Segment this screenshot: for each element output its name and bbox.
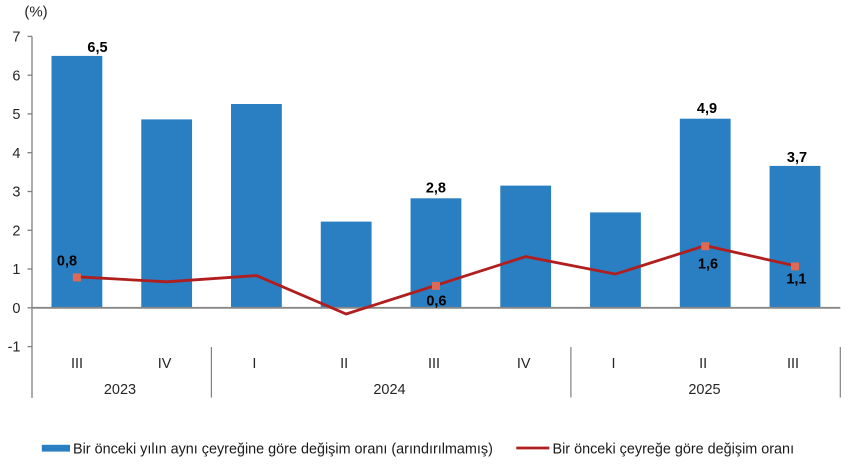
svg-text:III: III xyxy=(71,356,83,372)
svg-text:7: 7 xyxy=(12,30,20,46)
svg-text:(%): (%) xyxy=(24,4,47,21)
svg-text:0,8: 0,8 xyxy=(57,254,77,270)
svg-text:IV: IV xyxy=(517,356,531,372)
svg-text:III: III xyxy=(787,356,799,372)
svg-text:Bir önceki yılın aynı çeyreğin: Bir önceki yılın aynı çeyreğine göre değ… xyxy=(73,442,493,458)
svg-text:2024: 2024 xyxy=(373,382,405,398)
svg-text:4,9: 4,9 xyxy=(697,101,717,117)
svg-text:2025: 2025 xyxy=(688,382,720,398)
svg-text:3,7: 3,7 xyxy=(787,150,807,166)
svg-text:Bir önceki çeyreğe göre değişi: Bir önceki çeyreğe göre değişim oranı xyxy=(553,442,795,458)
svg-text:I: I xyxy=(252,356,256,372)
svg-text:0,6: 0,6 xyxy=(426,294,446,310)
svg-text:1,1: 1,1 xyxy=(786,271,806,287)
svg-text:1: 1 xyxy=(12,262,20,278)
svg-text:0: 0 xyxy=(12,301,20,317)
svg-text:I: I xyxy=(611,356,615,372)
svg-text:1,6: 1,6 xyxy=(698,257,718,273)
svg-text:III: III xyxy=(428,356,440,372)
svg-text:2: 2 xyxy=(12,223,20,239)
svg-text:II: II xyxy=(340,356,348,372)
svg-text:6: 6 xyxy=(12,68,20,84)
svg-text:3: 3 xyxy=(12,185,20,201)
svg-text:6,5: 6,5 xyxy=(87,40,107,56)
svg-text:-1: -1 xyxy=(8,340,21,356)
svg-text:4: 4 xyxy=(12,146,20,162)
svg-text:IV: IV xyxy=(158,356,172,372)
svg-text:5: 5 xyxy=(12,107,20,123)
svg-text:II: II xyxy=(699,356,707,372)
svg-text:2023: 2023 xyxy=(104,382,136,398)
svg-text:2,8: 2,8 xyxy=(426,181,446,197)
